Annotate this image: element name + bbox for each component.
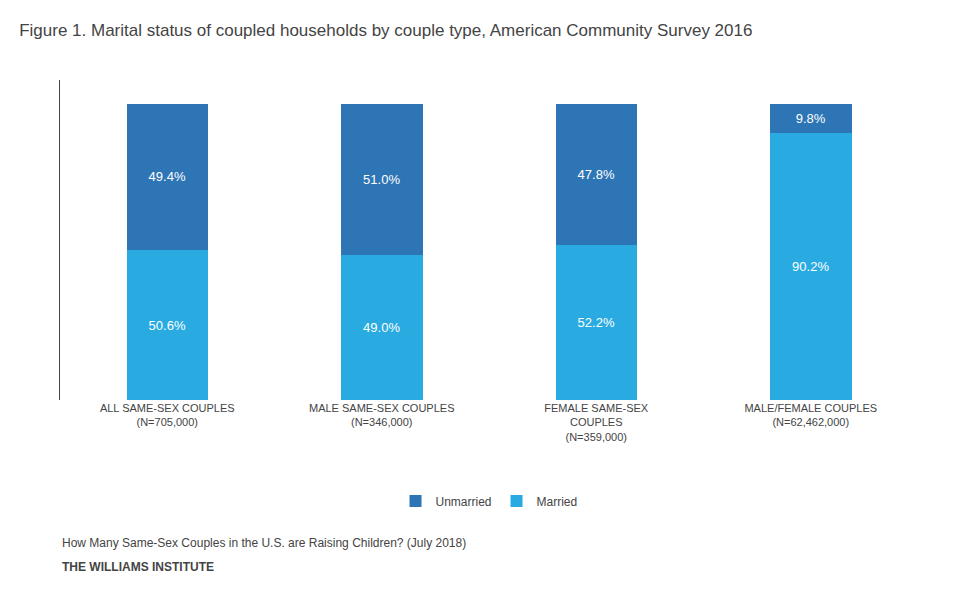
svg-text:ALL SAME-SEX COUPLES(N=705,000: ALL SAME-SEX COUPLES(N=705,000) bbox=[100, 402, 235, 428]
svg-text:52.2%: 52.2% bbox=[578, 315, 615, 330]
svg-text:Married: Married bbox=[537, 495, 578, 509]
svg-text:MALE/FEMALE COUPLES(N=62,462,0: MALE/FEMALE COUPLES(N=62,462,000) bbox=[744, 402, 877, 428]
svg-text:49.0%: 49.0% bbox=[363, 320, 400, 335]
svg-text:9.8%: 9.8% bbox=[796, 111, 826, 126]
svg-text:THE WILLIAMS INSTITUTE: THE WILLIAMS INSTITUTE bbox=[62, 560, 214, 574]
svg-text:51.0%: 51.0% bbox=[363, 172, 400, 187]
svg-text:MALE SAME-SEX COUPLES(N=346,00: MALE SAME-SEX COUPLES(N=346,000) bbox=[309, 402, 455, 428]
svg-text:Figure 1. Marital status of co: Figure 1. Marital status of coupled hous… bbox=[19, 21, 752, 40]
svg-text:How Many Same-Sex Couples in t: How Many Same-Sex Couples in the U.S. ar… bbox=[62, 536, 466, 550]
svg-text:FEMALE SAME-SEXCOUPLES(N=359,0: FEMALE SAME-SEXCOUPLES(N=359,000) bbox=[544, 402, 649, 443]
svg-text:Unmarried: Unmarried bbox=[436, 495, 492, 509]
svg-text:50.6%: 50.6% bbox=[149, 318, 186, 333]
svg-text:47.8%: 47.8% bbox=[578, 167, 615, 182]
svg-text:49.4%: 49.4% bbox=[149, 169, 186, 184]
svg-text:90.2%: 90.2% bbox=[792, 259, 829, 274]
